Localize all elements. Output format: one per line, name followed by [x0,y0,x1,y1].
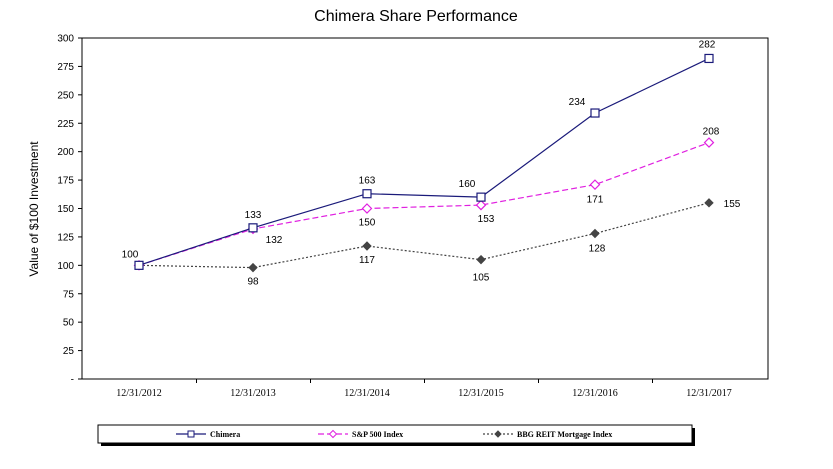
legend-label: S&P 500 Index [352,430,403,439]
plot-frame [81,37,769,380]
series-line-bbg-reit-mortgage-index [138,202,710,269]
x-tick-label: 12/31/2013 [230,388,276,399]
series-line-chimera [138,57,710,266]
data-label-s-p-500-index: 171 [587,195,604,206]
y-axis-label: Value of $100 Investment [27,141,41,277]
legend-item-chimera: Chimera [176,430,240,439]
data-label-chimera: 160 [459,179,476,190]
data-point-s-p-500-index [589,179,601,190]
data-label-bbg-reit-mortgage-index: 98 [247,277,259,288]
data-labels: 100 133 163 160 234 282 132 150 153 171 208 98 117 10… [122,39,741,287]
legend-box [97,424,693,444]
data-label-chimera: 163 [359,176,376,187]
data-point-s-p-500-index [475,199,487,211]
series-layer [133,53,715,273]
data-point-bbg-reit-mortgage-index [590,228,600,239]
data-point-chimera [476,192,486,202]
series-s-p-500-index [133,137,715,271]
y-tick-label: 25 [63,346,75,357]
data-label-chimera: 234 [569,97,586,108]
legend-marker [494,430,502,438]
chart-title: Chimera Share Performance [314,8,518,25]
data-label-s-p-500-index: 208 [703,127,720,138]
data-label-bbg-reit-mortgage-index: 128 [589,244,606,255]
x-tick-label: 12/31/2014 [344,388,390,399]
series-chimera [134,53,714,270]
y-tick-label: 150 [57,204,74,215]
data-label-s-p-500-index: 150 [359,218,376,229]
x-axis: 12/31/2012 12/31/2013 12/31/2014 12/31/2015… [116,379,732,399]
y-tick-label: 125 [57,232,74,243]
data-label-chimera: 282 [699,39,716,50]
data-point-chimera [590,108,600,118]
legend-marker [328,429,338,439]
y-axis: - 25 50 75 100 125 150 175 200 225 250 275 300 [57,34,82,386]
data-label-bbg-reit-mortgage-index: 117 [359,255,375,266]
data-label-s-p-500-index: 132 [266,235,283,246]
data-label-s-p-500-index: 153 [478,214,495,225]
legend-item-s-p-500-index: S&P 500 Index [318,429,403,439]
y-tick-label: 100 [57,261,74,272]
data-label-bbg-reit-mortgage-index: 155 [724,199,741,210]
x-tick-label: 12/31/2017 [686,388,732,399]
x-tick-label: 12/31/2012 [116,388,162,399]
y-tick-label: - [71,375,74,386]
legend-marker [187,430,195,438]
data-point-s-p-500-index [703,137,715,148]
data-point-bbg-reit-mortgage-index [476,254,486,265]
y-tick-label: 50 [63,318,75,329]
y-tick-label: 250 [57,90,74,101]
data-point-chimera [248,223,258,233]
data-point-bbg-reit-mortgage-index [248,262,258,273]
data-label-chimera: 100 [122,249,139,260]
x-tick-label: 12/31/2015 [458,388,504,399]
legend: Chimera S&P 500 Index BBG REIT Mortgage In… [97,424,695,446]
data-point-chimera [704,53,714,64]
series-line-s-p-500-index [138,142,710,266]
y-tick-label: 275 [57,62,74,73]
y-tick-label: 175 [57,176,74,187]
legend-item-bbg-reit-mortgage-index: BBG REIT Mortgage Index [483,430,612,439]
legend-label: Chimera [210,430,240,439]
y-tick-label: 225 [57,119,74,130]
data-point-bbg-reit-mortgage-index [362,241,372,251]
data-point-s-p-500-index [361,203,373,214]
y-tick-label: 300 [57,34,74,45]
data-label-chimera: 133 [245,210,262,221]
data-label-bbg-reit-mortgage-index: 105 [473,273,490,284]
y-tick-label: 200 [57,147,74,158]
series-bbg-reit-mortgage-index [134,198,714,273]
data-point-chimera [134,260,144,270]
data-point-chimera [362,189,372,199]
y-tick-label: 75 [63,289,75,300]
x-tick-label: 12/31/2016 [572,388,618,399]
data-point-bbg-reit-mortgage-index [704,198,714,208]
legend-label: BBG REIT Mortgage Index [517,430,612,439]
